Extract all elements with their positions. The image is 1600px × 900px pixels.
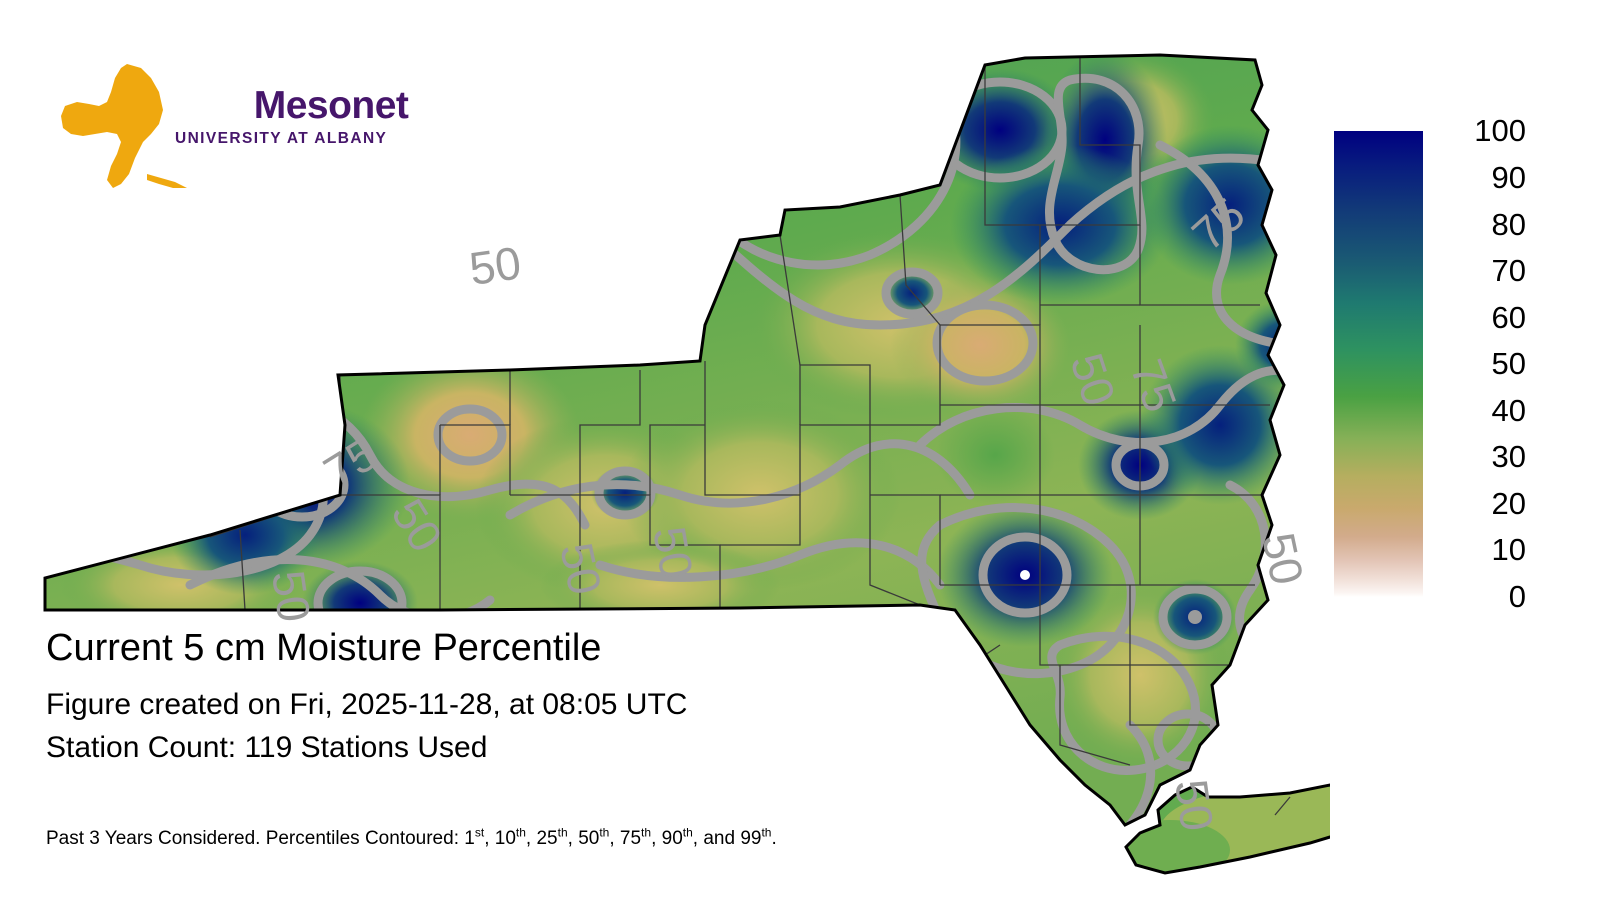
colorbar-tick: 70: [1491, 253, 1526, 288]
contour-label: 50: [466, 236, 524, 295]
contour-label: 50: [643, 523, 703, 582]
contour-label: 50: [1252, 528, 1314, 589]
colorbar-tick: 30: [1491, 439, 1526, 474]
ny-state-outline: [43, 53, 1286, 827]
footnote-values: 1st, 10th, 25th, 50th, 75th, 90th, and 9…: [464, 825, 772, 849]
page-title: Current 5 cm Moisture Percentile: [46, 627, 602, 669]
colorbar-tick: 20: [1491, 486, 1526, 521]
colorbar-gradient: [1334, 131, 1423, 597]
colorbar-tick: 100: [1474, 113, 1526, 148]
moisture-percentile-map[interactable]: 50 75 50 75 75 50 50 50 50 50 50: [40, 25, 1330, 880]
long-island-county-boundaries: [1274, 796, 1291, 816]
colorbar-tick: 80: [1491, 207, 1526, 242]
colorbar: 100 90 80 70 60 50 40 30 20 10 0: [1334, 115, 1584, 612]
logo-nys-text: NYS: [175, 84, 254, 127]
creation-timestamp: Figure created on Fri, 2025-11-28, at 08…: [46, 688, 688, 721]
colorbar-tick-labels: 100 90 80 70 60 50 40 30 20 10 0: [1434, 115, 1564, 612]
logo-name: NYSMesonet: [175, 84, 455, 128]
nys-mesonet-logo: NYSMesonet UNIVERSITY AT ALBANY: [55, 62, 409, 192]
caption-block: Current 5 cm Moisture Percentile Figure …: [46, 625, 1096, 769]
ny-state-logo-icon: [61, 64, 187, 188]
logo-mesonet-text: Mesonet: [253, 84, 409, 127]
footnote: Past 3 Years Considered. Percentiles Con…: [46, 825, 777, 850]
footnote-end: .: [771, 828, 777, 849]
colorbar-tick: 40: [1491, 393, 1526, 428]
logo-subtitle: UNIVERSITY AT ALBANY: [175, 130, 388, 147]
colorbar-tick: 60: [1491, 300, 1526, 335]
contour-label: 50: [1165, 776, 1224, 834]
county-boundaries: [209, 58, 1270, 766]
station-count: Station Count: 119 Stations Used: [46, 731, 488, 764]
colorbar-tick: 90: [1491, 160, 1526, 195]
colorbar-tick: 50: [1491, 346, 1526, 381]
logo-wordmark: NYSMesonet UNIVERSITY AT ALBANY: [175, 84, 455, 184]
colorbar-tick: 0: [1508, 579, 1526, 614]
colorbar-tick: 10: [1491, 532, 1526, 567]
footnote-prefix: Past 3 Years Considered. Percentiles Con…: [46, 828, 465, 849]
contour-label: 50: [550, 538, 612, 599]
map-svg: 50 75 50 75 75 50 50 50 50 50 50: [43, 53, 1330, 875]
long-island-outline: [1124, 783, 1330, 875]
contour-label: 50: [262, 567, 321, 625]
